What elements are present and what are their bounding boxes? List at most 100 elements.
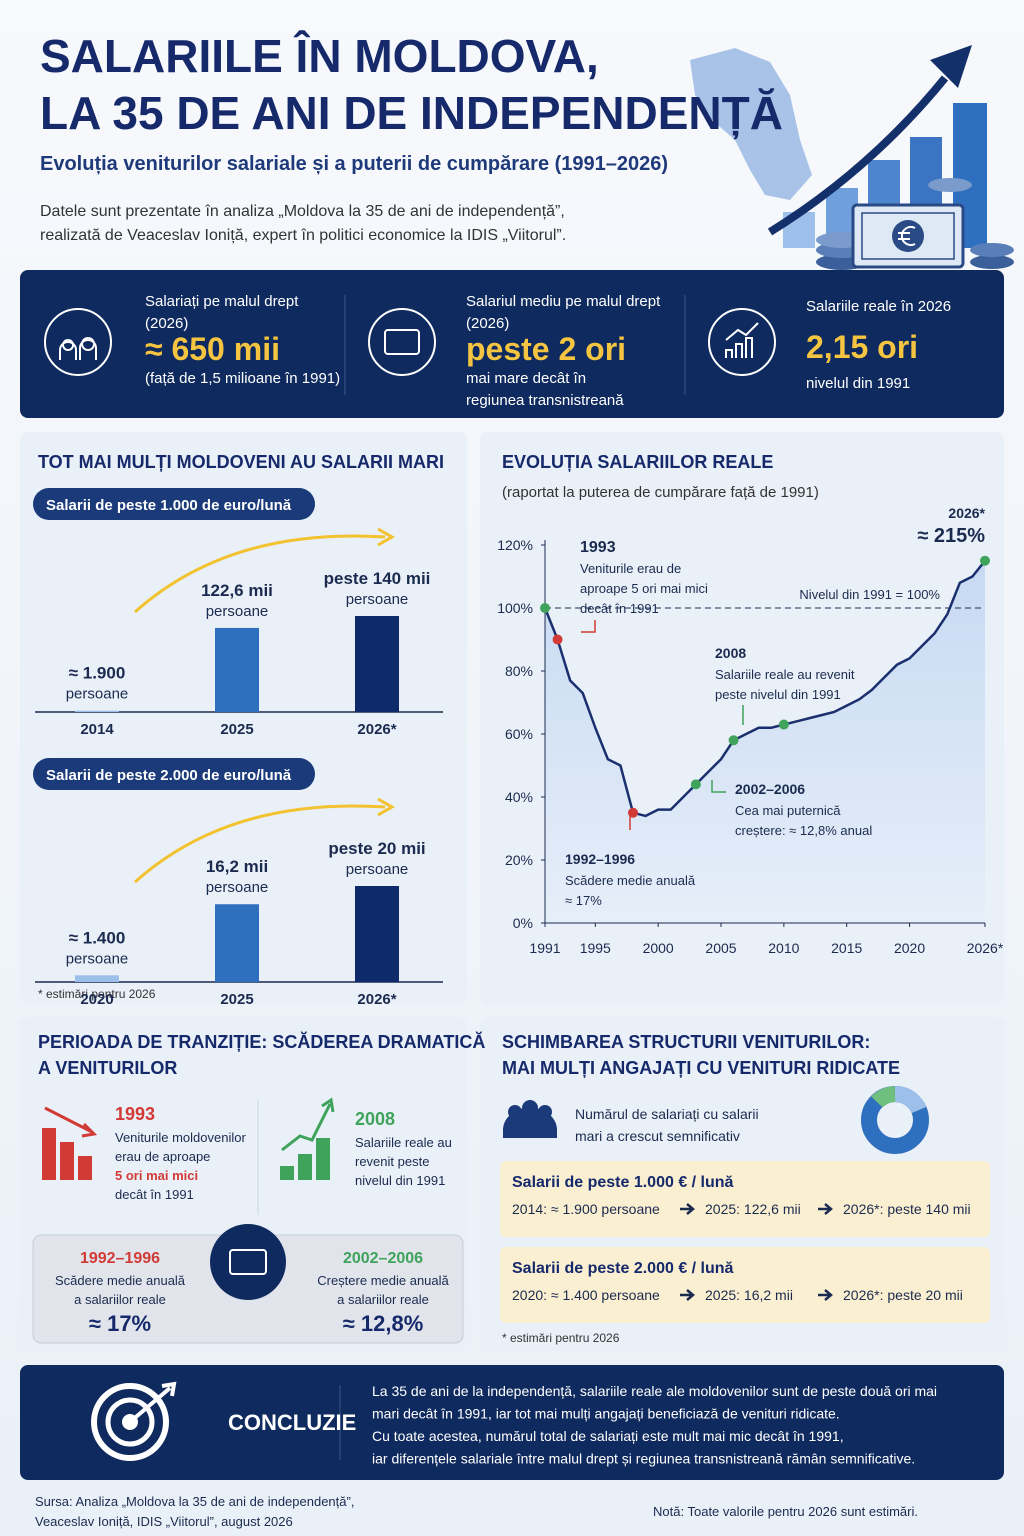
panel-title: SCHIMBAREA STRUCTURII VENITURILOR: [502, 1032, 870, 1052]
unit-label: persoane [346, 591, 409, 608]
annotation-text: decât în 1991 [580, 601, 659, 616]
y-tick-label: 100% [497, 600, 533, 616]
conclusion-title: CONCLUZIE [228, 1410, 356, 1435]
step-arrow [680, 1203, 695, 1215]
conclusion-band [20, 1365, 1004, 1480]
icon-people-glyph [59, 337, 97, 360]
x-tick-label: 2025 [220, 721, 253, 738]
euro-symbol [898, 226, 916, 246]
icon-wallet [210, 1224, 286, 1300]
unit-label: persoane [66, 686, 129, 703]
panel-title: MAI MULȚI ANGAJAȚI CU VENITURI RIDICATE [502, 1058, 900, 1078]
period-text: a salariilor reale [337, 1292, 429, 1307]
period-years: 2002–2006 [343, 1250, 423, 1267]
icon-arrow [281, 1097, 335, 1152]
conclusion-text: mari decât în 1991, iar tot mai mulți an… [372, 1406, 840, 1422]
title: LA 35 DE ANI DE INDEPENDENȚĂ [40, 87, 783, 140]
source: Sursa: Analiza „Moldova la 35 de ani de … [35, 1494, 354, 1509]
x-tick-label: 1991 [529, 940, 560, 956]
step-arrow [680, 1289, 695, 1301]
description: realizată de Veaceslav Ioniță, expert în… [40, 227, 566, 244]
box-step: 2025: 122,6 mii [705, 1201, 801, 1217]
annotation-text: creștere: ≈ 12,8% anual [735, 823, 872, 838]
period-text: Scădere medie anuală [55, 1273, 186, 1288]
transition-icons [32, 1097, 464, 1344]
panel-title: PERIOADA DE TRANZIȚIE: SCĂDEREA DRAMATIC… [38, 1031, 485, 1052]
stat-label: (2026) [145, 315, 188, 332]
chart-title-pill [33, 488, 315, 520]
donut-decor [894, 1086, 927, 1114]
conclusion-text: La 35 de ani de la independență, salarii… [372, 1383, 937, 1399]
panel [20, 432, 467, 1004]
value-label: ≈ 1.400 [69, 928, 126, 947]
icon-bar [280, 1166, 294, 1180]
stats-band [20, 270, 1004, 418]
annotation-title: 2002–2006 [735, 781, 805, 797]
area-fill [545, 560, 985, 923]
target-arrow [128, 1381, 177, 1424]
banknote-border [861, 212, 955, 260]
coin [928, 178, 972, 192]
x-tick-label: 2014 [80, 721, 114, 738]
icon-growth-glyph [725, 322, 759, 358]
step-arrow [818, 1289, 833, 1301]
chart-title: Salarii de peste 1.000 de euro/lună [46, 497, 292, 514]
stat-note: (față de 1,5 milioane în 1991) [145, 370, 340, 387]
unit-label: persoane [66, 950, 129, 967]
note: Notă: Toate valorile pentru 2026 sunt es… [653, 1504, 918, 1519]
annotation-connector [711, 780, 726, 793]
line [543, 559, 986, 818]
target-icon [105, 1397, 155, 1447]
x-tick-label: 2000 [643, 940, 674, 956]
annotation-text: aproape 5 ori mai mici [580, 581, 708, 596]
stat-label: (2026) [466, 315, 509, 332]
x-tick-label: 2026* [357, 991, 396, 1008]
item-year: 1993 [115, 1104, 155, 1124]
deco-arrow-head [930, 45, 972, 88]
icon-wallet-glyph [229, 1249, 267, 1275]
bar [215, 627, 259, 712]
annotation-text: Scădere medie anuală [565, 873, 696, 888]
lead-text: Numărul de salariați cu salarii [575, 1106, 759, 1122]
icon-wallet-glyph [384, 329, 420, 355]
conclusion-text: iar diferențele salariale între malul dr… [372, 1451, 915, 1467]
unit-label: persoane [206, 879, 269, 896]
box-step: 2014: ≈ 1.900 persoane [512, 1201, 660, 1217]
x-tick-label: 2020 [80, 991, 113, 1008]
panel-title: A VENITURILOR [38, 1058, 177, 1078]
chart-title-pill [33, 758, 315, 790]
x-tick-label: 2010 [768, 940, 799, 956]
coin [970, 243, 1014, 257]
stat-note: nivelul din 1991 [806, 375, 910, 392]
x-tick-label: 1995 [580, 940, 611, 956]
value-label: peste 20 mii [328, 839, 425, 858]
icon-people [503, 1107, 557, 1138]
y-tick-label: 20% [505, 852, 533, 868]
stat-label: Salariile reale în 2026 [806, 298, 951, 315]
euro-seal [892, 220, 924, 252]
lead-text: mari a crescut semnificativ [575, 1128, 740, 1144]
value-label: ≈ 1.900 [69, 664, 126, 683]
icon-bar [316, 1138, 330, 1180]
icon-wallet [368, 308, 436, 376]
annotation-text: Veniturile erau de [580, 561, 681, 576]
bar [75, 975, 119, 982]
chart-subtitle: (raportat la puterea de cumpărare față d… [502, 484, 819, 501]
point-marker [690, 779, 701, 790]
annotation-text: Cea mai puternică [735, 803, 841, 818]
annotation-connector [581, 620, 596, 633]
footnote: * estimări pentru 2026 [38, 987, 156, 1001]
annotation-text: Salariile reale au revenit [715, 667, 855, 682]
unit-label: persoane [206, 603, 269, 620]
item-year: 2008 [355, 1109, 395, 1129]
stat-note: regiunea transnistreană [466, 392, 624, 409]
point-marker [628, 807, 638, 818]
unit-label: persoane [346, 861, 409, 878]
chart-title: Salarii de peste 2.000 de euro/lună [46, 767, 292, 784]
point-marker [728, 735, 739, 746]
icon-growth [708, 308, 776, 376]
step-arrow [818, 1203, 833, 1215]
coin [970, 255, 1014, 269]
stat-label: Salariul mediu pe malul drept [466, 293, 661, 310]
